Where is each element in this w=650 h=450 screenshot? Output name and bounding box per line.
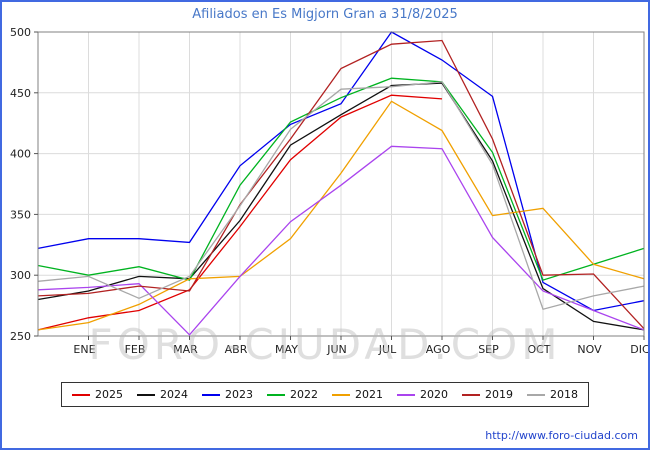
legend-swatch-2018	[527, 393, 545, 396]
legend-label-2022: 2022	[290, 388, 318, 401]
legend-swatch-2020	[397, 393, 415, 396]
series-line-2019	[37, 39, 645, 330]
series-line-2018	[37, 81, 645, 310]
series-line-2022	[37, 77, 645, 281]
y-tick-label: 400	[10, 148, 31, 161]
legend-item-2025: 2025	[72, 388, 123, 401]
legend-label-2021: 2021	[355, 388, 383, 401]
x-tick-label: ABR	[225, 343, 248, 356]
x-tick-label: SEP	[478, 343, 499, 356]
legend-swatch-2021	[332, 393, 350, 396]
y-tick-label: 350	[10, 208, 31, 221]
series-line-2024	[37, 82, 645, 331]
legend-item-2020: 2020	[397, 388, 448, 401]
legend-swatch-2023	[202, 393, 220, 396]
series-line-2025	[37, 94, 443, 331]
x-tick-label: JUL	[378, 343, 397, 356]
legend-label-2019: 2019	[485, 388, 513, 401]
y-tick-label: 300	[10, 269, 31, 282]
legend-swatch-2024	[137, 393, 155, 396]
series-line-2020	[37, 145, 645, 336]
x-tick-label: ENE	[73, 343, 95, 356]
legend-label-2025: 2025	[95, 388, 123, 401]
x-tick-label: JUN	[326, 343, 347, 356]
x-tick-label: AGO	[426, 343, 451, 356]
legend-item-2022: 2022	[267, 388, 318, 401]
y-tick-label: 450	[10, 87, 31, 100]
y-tick-label: 500	[10, 26, 31, 39]
x-tick-label: OCT	[527, 343, 550, 356]
line-chart: 250 300 350 400 450 500 ENE FEB MAR ABR MAY JUN JUL A…	[10, 26, 650, 356]
legend-item-2021: 2021	[332, 388, 383, 401]
legend-label-2023: 2023	[225, 388, 253, 401]
series-line-2021	[37, 100, 645, 331]
chart-title: Afiliados en Es Migjorn Gran a 31/8/2025	[192, 7, 458, 22]
y-tick-label: 250	[10, 330, 31, 343]
legend-item-2018: 2018	[527, 388, 578, 401]
x-tick-label: DIC	[630, 343, 650, 356]
legend-label-2020: 2020	[420, 388, 448, 401]
legend-item-2024: 2024	[137, 388, 188, 401]
legend-label-2018: 2018	[550, 388, 578, 401]
website-link[interactable]: http://www.foro-ciudad.com	[485, 429, 638, 442]
legend-item-2023: 2023	[202, 388, 253, 401]
legend-swatch-2022	[267, 393, 285, 396]
legend: 2025 2024 2023 2022 2021 2020 2019 2018	[61, 382, 589, 407]
legend-label-2024: 2024	[160, 388, 188, 401]
x-tick-label: NOV	[577, 343, 602, 356]
legend-swatch-2025	[72, 393, 90, 396]
x-tick-label: MAR	[173, 343, 198, 356]
legend-swatch-2019	[462, 393, 480, 396]
legend-item-2019: 2019	[462, 388, 513, 401]
series-line-2023	[37, 31, 645, 312]
x-tick-label: MAY	[275, 343, 298, 356]
x-tick-label: FEB	[125, 343, 146, 356]
